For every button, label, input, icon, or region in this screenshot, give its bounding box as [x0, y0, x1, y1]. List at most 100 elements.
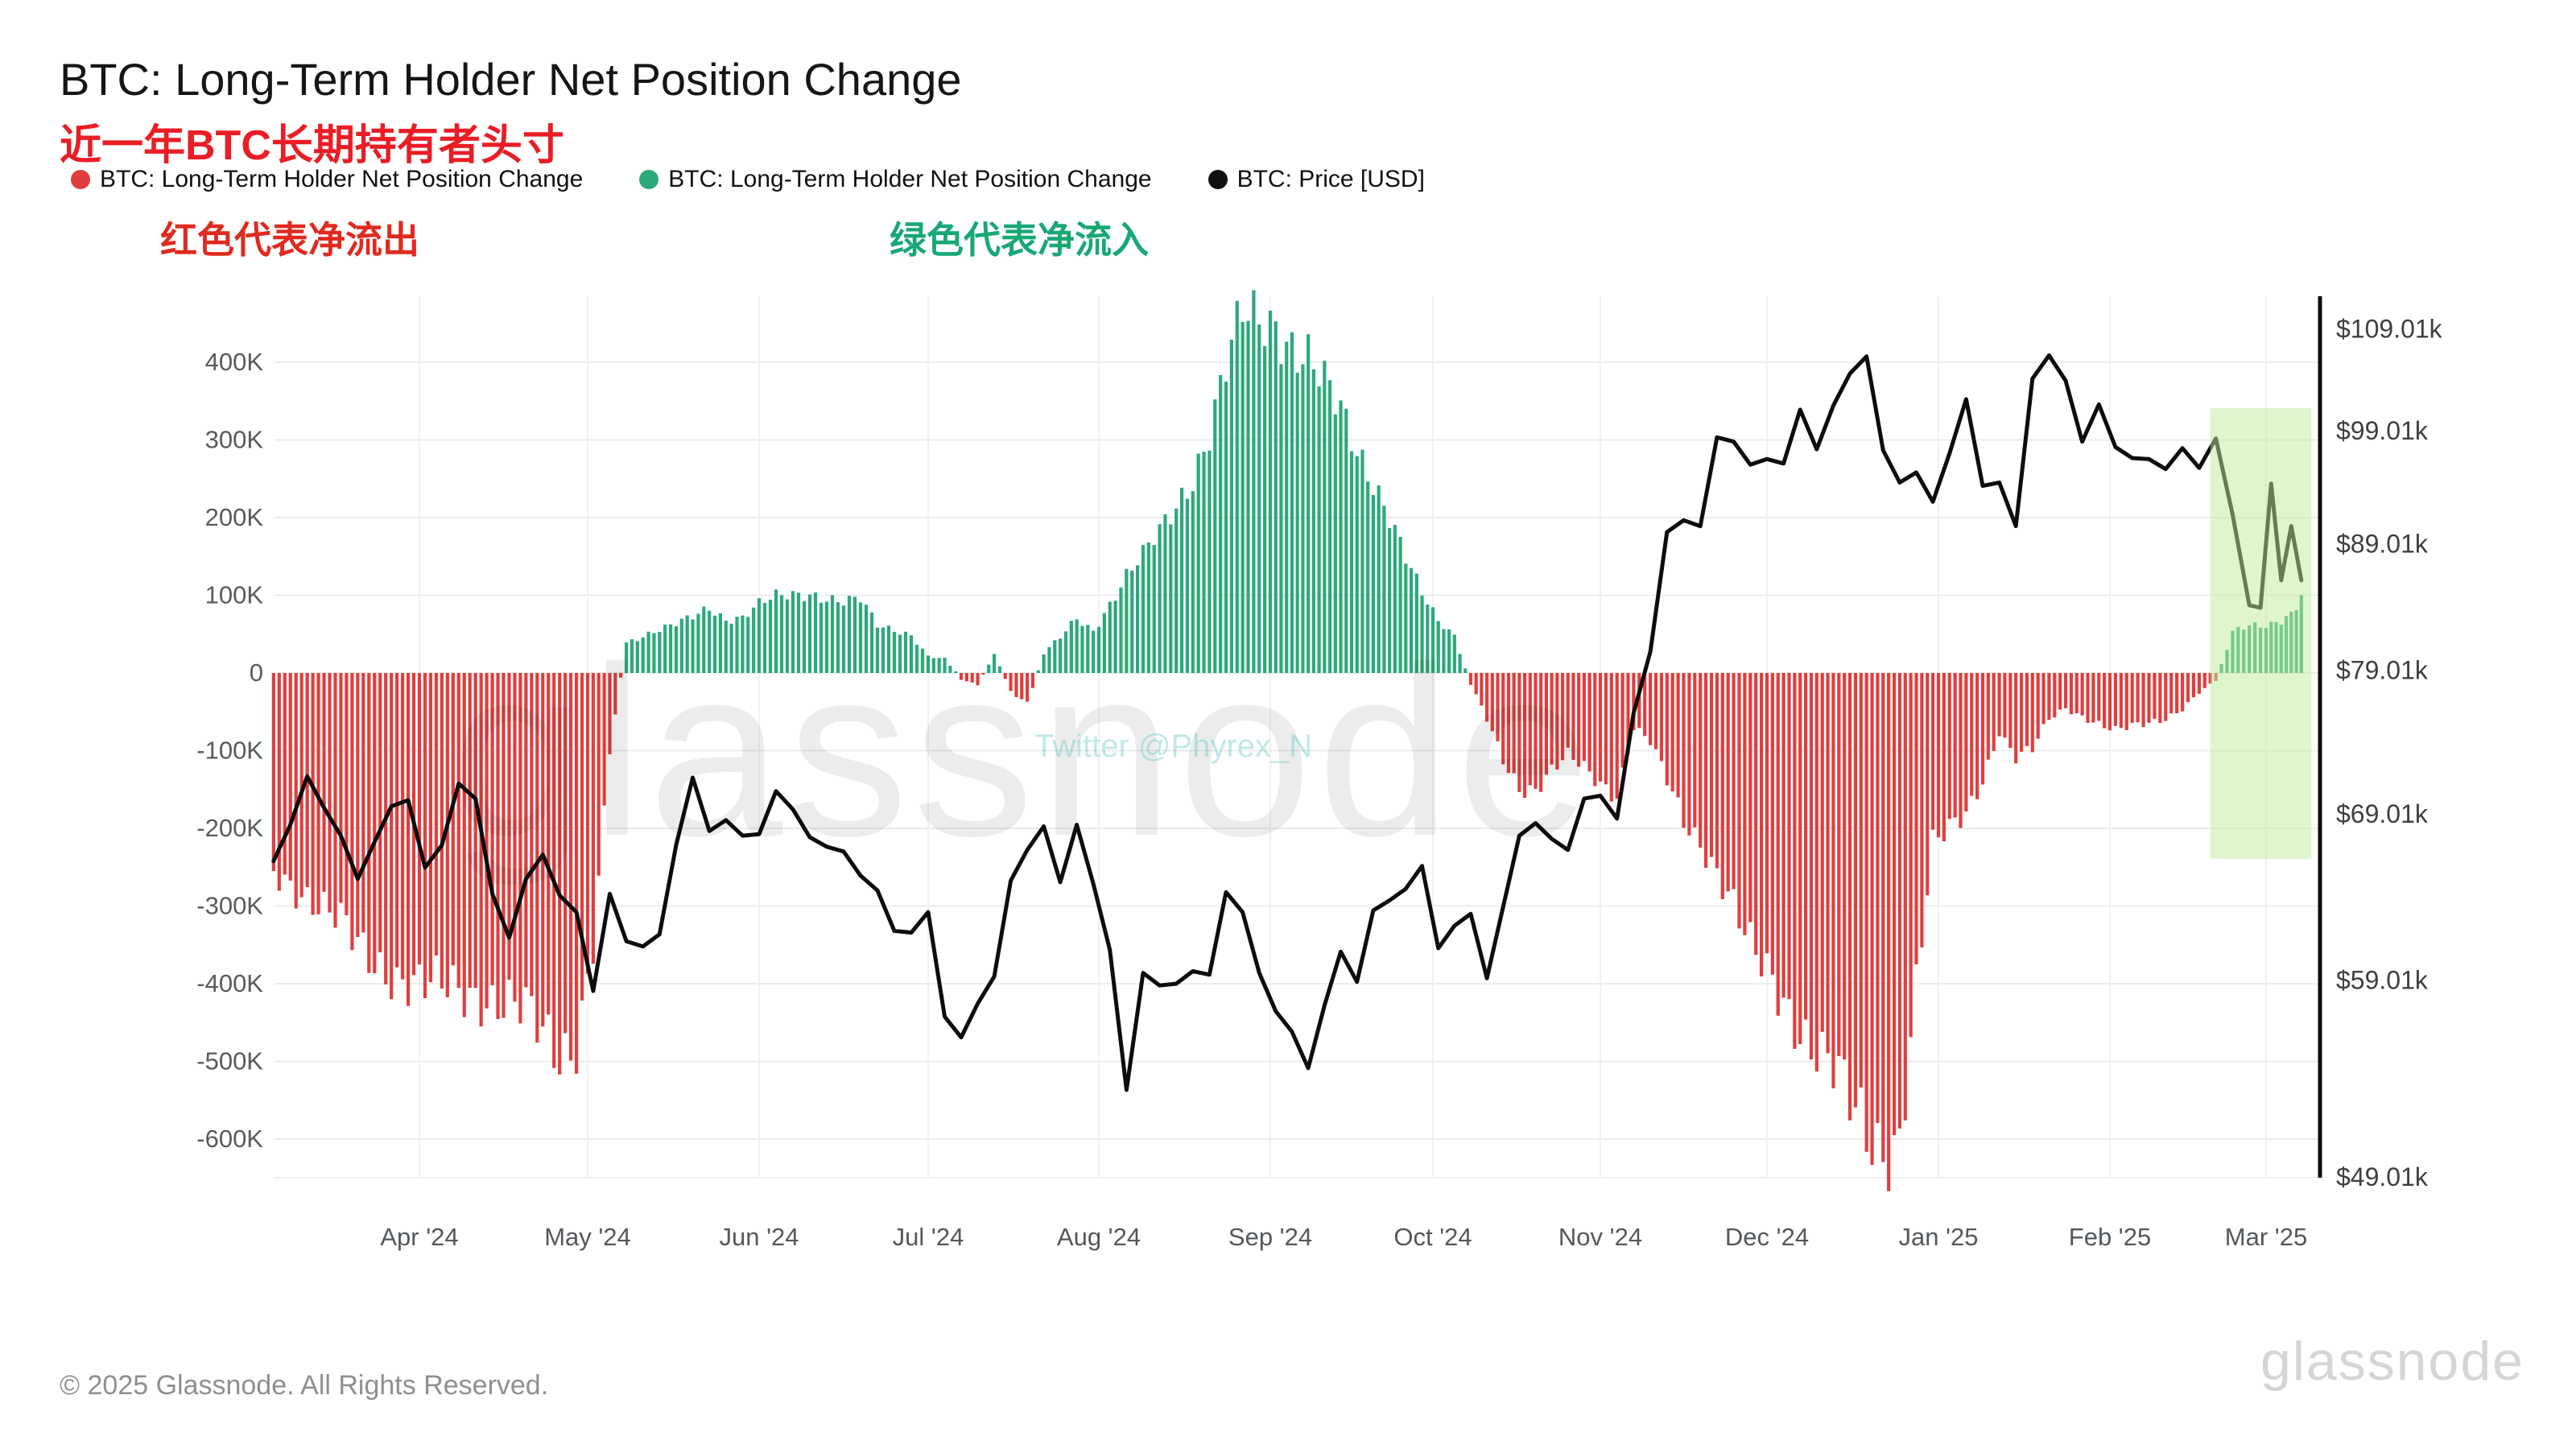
bar	[1550, 673, 1554, 765]
bar	[1268, 310, 1273, 673]
btc-price-line[interactable]	[271, 353, 2304, 1092]
bar	[1820, 673, 1824, 1032]
bar	[1274, 321, 1278, 673]
y-left-tick-label: 200K	[205, 503, 264, 531]
bar	[1059, 638, 1063, 673]
bar	[2153, 673, 2157, 719]
bar	[485, 673, 489, 1009]
bar	[1748, 673, 1752, 923]
bar	[1975, 673, 1979, 799]
bar	[2164, 673, 2168, 721]
bar	[1252, 290, 1256, 673]
bar	[1409, 568, 1414, 673]
bar	[1517, 673, 1521, 792]
bar	[2036, 673, 2040, 739]
bar	[564, 673, 568, 1034]
bar	[668, 624, 673, 673]
bar	[1776, 673, 1780, 1016]
bar	[1484, 673, 1489, 722]
bar	[1030, 673, 1035, 688]
bar	[1130, 570, 1134, 673]
bar	[1876, 673, 1880, 1124]
legend-item-netposition-green[interactable]: BTC: Long-Term Holder Net Position Chang…	[639, 166, 1152, 193]
bar	[2130, 673, 2134, 724]
bar	[1053, 640, 1057, 673]
x-tick-label: Jan '25	[1899, 1223, 1979, 1251]
green-dot-icon	[639, 170, 659, 189]
bar	[1687, 673, 1691, 836]
y-right-tick-label: $69.01k	[2336, 799, 2429, 828]
bar	[1665, 673, 1669, 786]
bar	[1803, 673, 1808, 1020]
y-left-tick-label: -500K	[196, 1047, 263, 1075]
bar	[791, 591, 795, 673]
bar	[1158, 524, 1162, 673]
bar	[378, 673, 382, 953]
bar	[535, 673, 539, 1043]
y-left-tick-label: 0	[250, 658, 263, 687]
bar	[1377, 485, 1381, 673]
bar	[1809, 673, 1814, 1060]
bar	[1246, 320, 1250, 673]
bar	[1577, 673, 1581, 767]
bar	[1311, 369, 1315, 673]
bar	[735, 617, 739, 673]
bar	[948, 666, 952, 673]
bar	[271, 673, 275, 872]
bar	[1501, 673, 1505, 765]
bar	[1279, 364, 1283, 673]
bar	[1897, 673, 1902, 1129]
glassnode-watermark: glassnode	[451, 616, 1596, 886]
bar	[490, 673, 494, 985]
bar	[785, 599, 790, 673]
bar	[619, 673, 623, 678]
bar	[440, 673, 444, 989]
bar	[1108, 601, 1112, 673]
annotation-net-inflow: 绿色代表净流入	[890, 219, 1149, 261]
bar	[1566, 673, 1570, 748]
bar	[1709, 673, 1714, 857]
bar	[1388, 527, 1392, 673]
bar	[652, 633, 656, 673]
bar	[1743, 673, 1747, 935]
bar	[1571, 673, 1575, 760]
bar	[1959, 673, 1963, 828]
bar	[322, 673, 326, 892]
bar	[1953, 673, 1957, 818]
bar	[909, 635, 914, 673]
bar	[2107, 673, 2112, 731]
bar	[2202, 673, 2207, 688]
bar	[2003, 673, 2007, 738]
bar	[1582, 673, 1586, 762]
bar	[1936, 673, 1941, 838]
bar	[1604, 673, 1608, 785]
bar	[1213, 399, 1217, 673]
bar	[1463, 668, 1468, 673]
net-position-bars[interactable]	[271, 290, 2303, 1191]
bar	[802, 601, 807, 673]
bar	[2097, 673, 2101, 721]
bar	[1257, 324, 1261, 673]
bar	[1539, 673, 1543, 792]
bar	[1458, 654, 1462, 673]
bar	[311, 673, 315, 915]
bar	[1235, 300, 1239, 673]
bar	[1847, 673, 1852, 1121]
bar	[1653, 673, 1658, 749]
bar	[1506, 673, 1511, 774]
legend-item-netposition-red[interactable]: BTC: Long-Term Holder Net Position Chang…	[71, 166, 583, 193]
bar	[1534, 673, 1538, 789]
y-right-tick-label: $89.01k	[2336, 529, 2429, 558]
black-dot-icon	[1208, 170, 1228, 189]
legend-item-price[interactable]: BTC: Price [USD]	[1208, 166, 1425, 193]
bar	[1009, 673, 1013, 691]
bar	[2103, 673, 2107, 729]
bar	[1528, 673, 1532, 786]
bar	[2086, 673, 2090, 723]
bar	[970, 673, 974, 683]
bar	[1191, 491, 1195, 673]
bar	[819, 602, 824, 673]
bar	[1887, 673, 1891, 1191]
x-tick-label: Nov '24	[1558, 1223, 1642, 1251]
